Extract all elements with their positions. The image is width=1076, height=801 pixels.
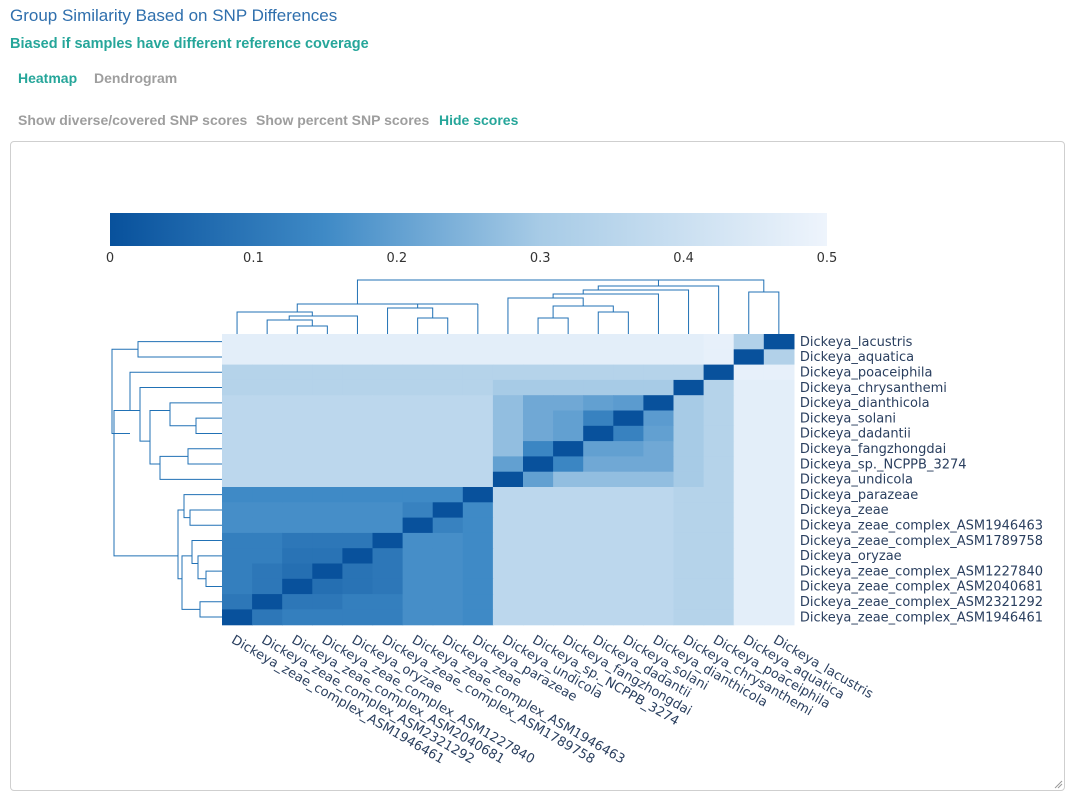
page-subtitle: Biased if samples have different referen… (10, 36, 369, 52)
resize-handle-icon[interactable] (1054, 780, 1063, 789)
show-percent-snp-scores-button[interactable]: Show percent SNP scores (256, 112, 430, 128)
tab-dendrogram[interactable]: Dendrogram (94, 70, 178, 86)
tab-heatmap[interactable]: Heatmap (18, 70, 78, 86)
heatmap-panel (10, 141, 1065, 791)
hide-scores-button[interactable]: Hide scores (439, 112, 519, 128)
page-title: Group Similarity Based on SNP Difference… (10, 6, 338, 25)
show-diverse-covered-snp-scores-button[interactable]: Show diverse/covered SNP scores (18, 112, 248, 128)
